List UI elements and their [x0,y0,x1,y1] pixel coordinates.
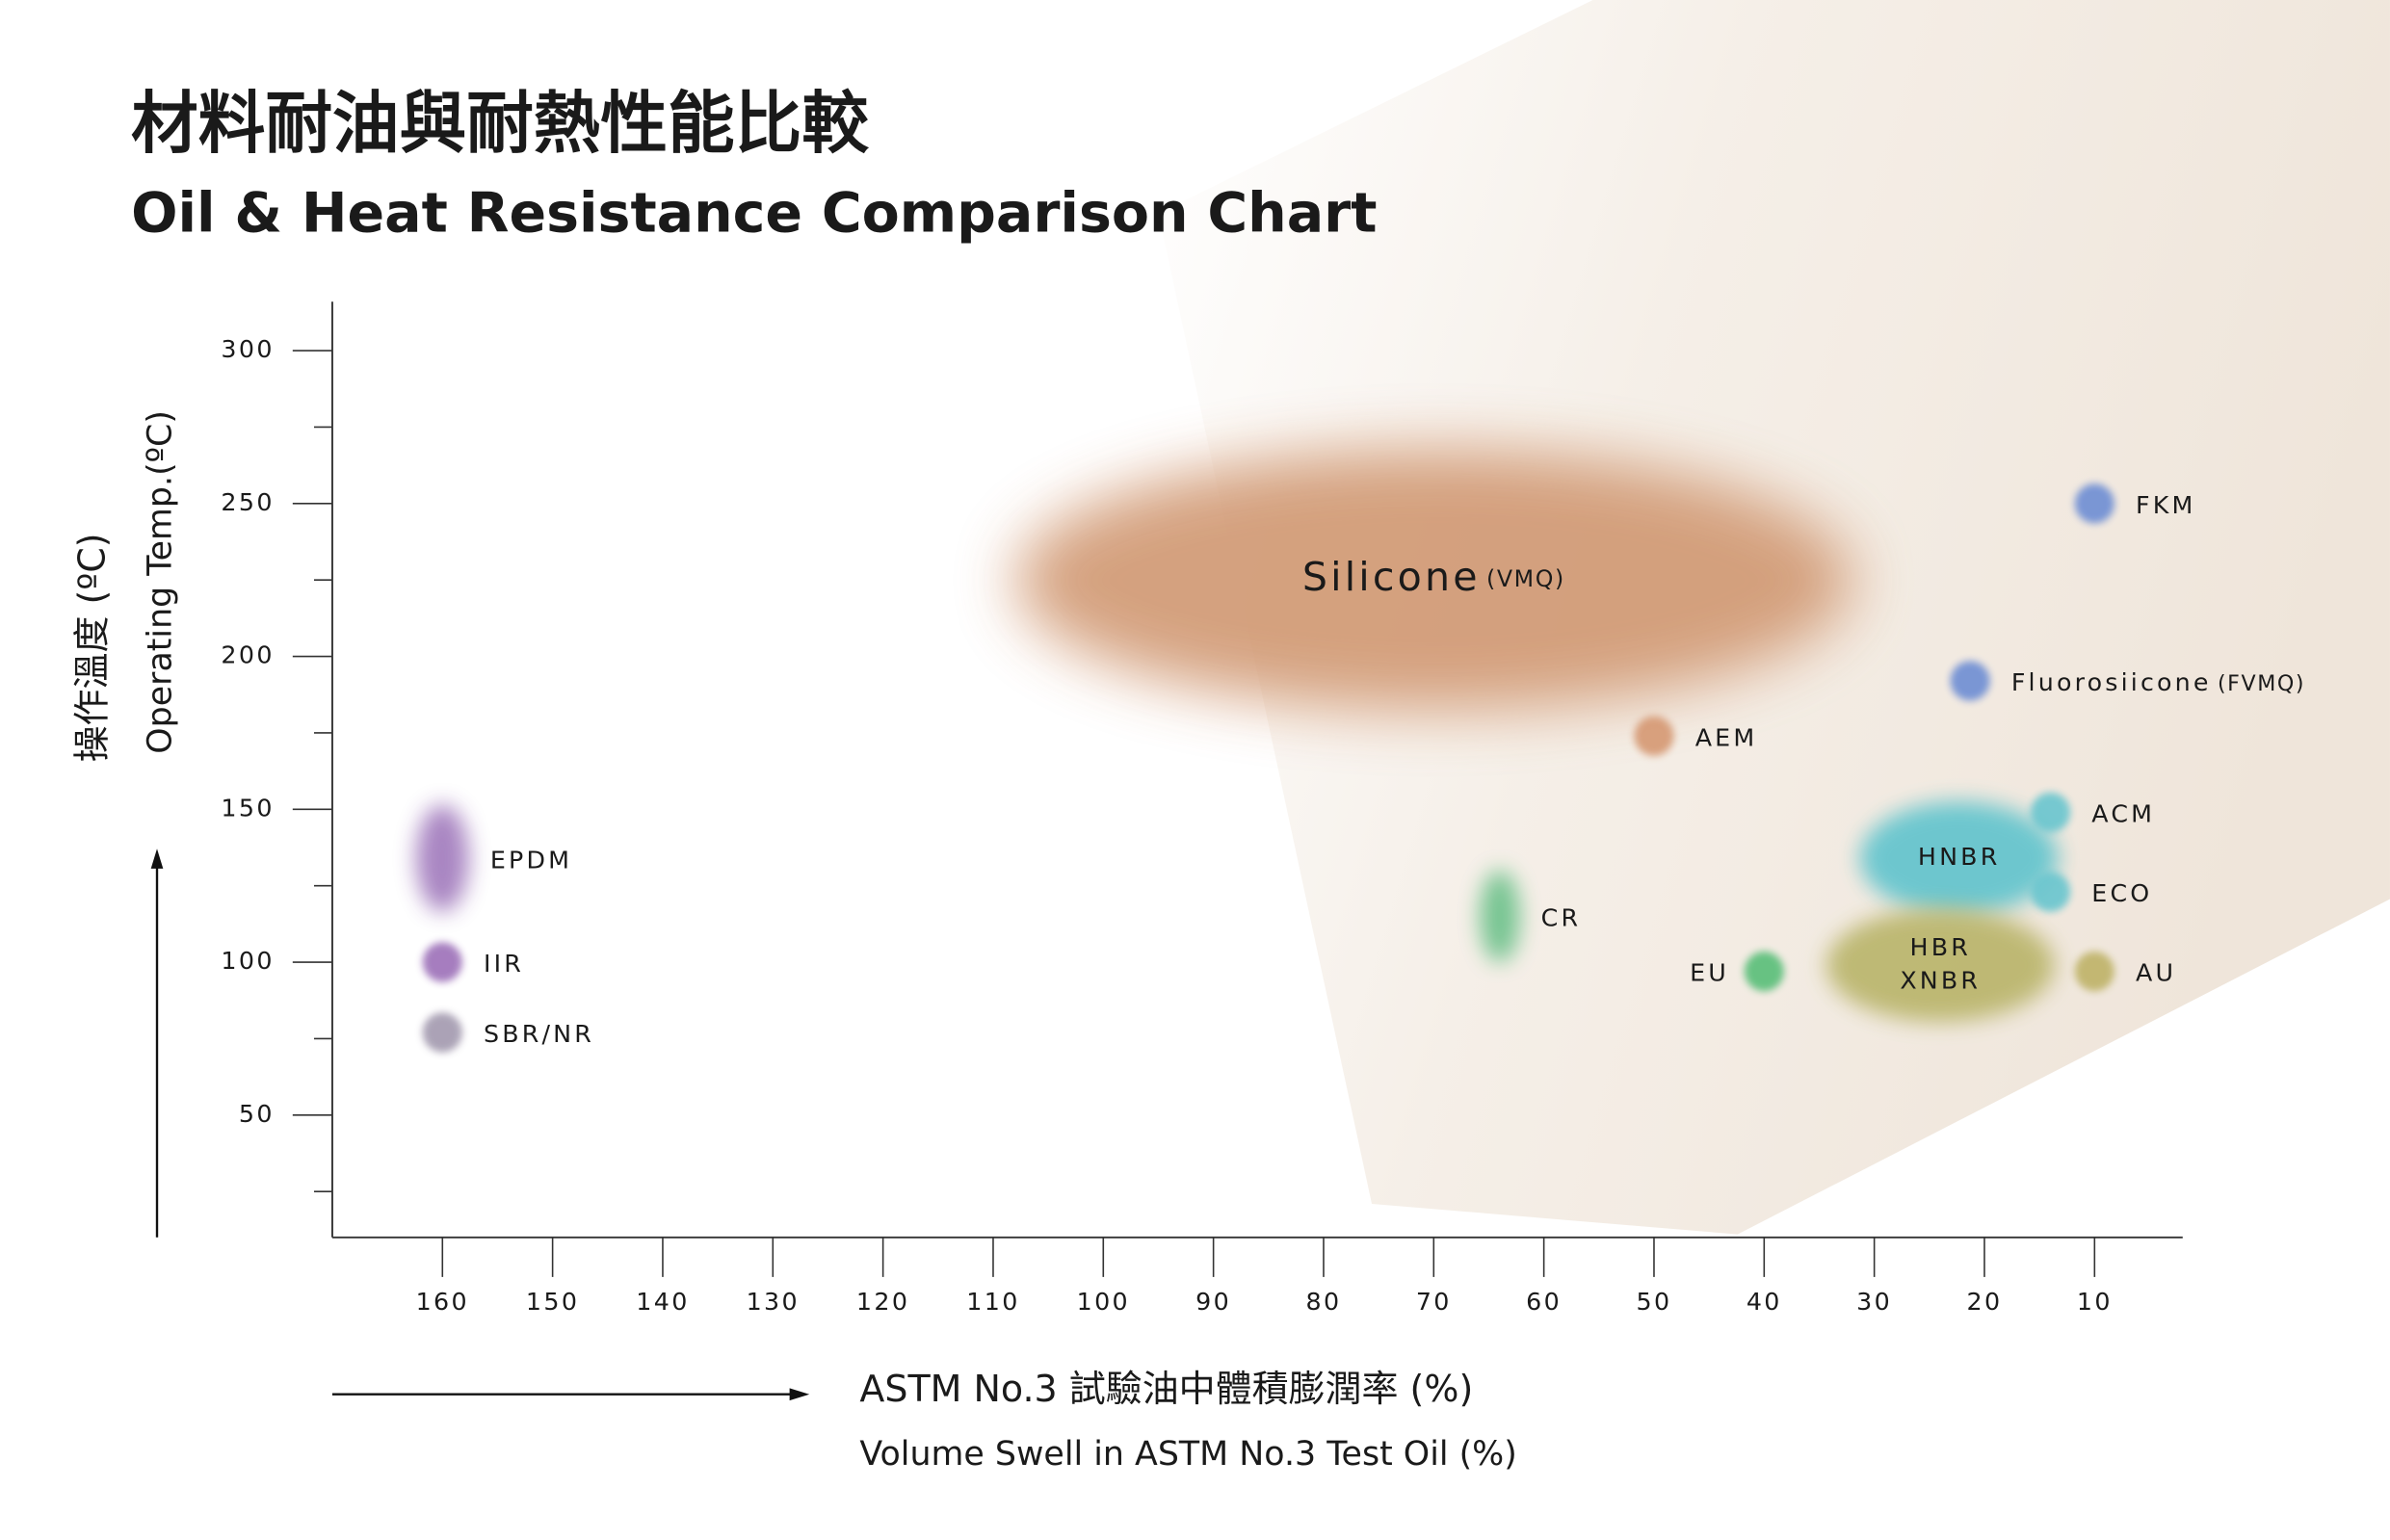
material-blob [1014,450,1852,711]
material-name: ACM [2091,800,2155,828]
x-tick-label: 140 [636,1288,689,1316]
material-name: AEM [1695,723,1758,751]
x-tick-label: 150 [526,1288,579,1316]
material-label: SBR/NR [484,1020,594,1048]
y-tick-label: 150 [221,794,274,822]
x-tick-label: 10 [2077,1288,2113,1316]
title: 材料耐油與耐熱性能比較 [131,85,869,163]
material-name: AU [2136,959,2176,987]
material-label: AU [2136,959,2176,987]
material-blob [2031,872,2071,912]
y-tick-label: 100 [221,947,274,975]
material-code: (FVMQ) [2218,671,2305,696]
x-tick-label: 90 [1195,1288,1231,1316]
material-name: HNBR [1918,843,2001,871]
material-blob [1950,661,1990,701]
material-blob [2031,792,2071,833]
material-blob [2074,483,2114,524]
x-tick-label: 130 [747,1288,800,1316]
material-name: CR [1541,904,1582,932]
material-blob [2074,951,2114,992]
x-arrow-head [789,1388,810,1401]
material-label: EU [1690,959,1729,987]
material-blob [1744,951,1784,992]
material-name: Fluorosiicone [2011,668,2212,696]
material-label: AEM [1695,723,1758,751]
material-blob [1480,870,1520,963]
x-tick-label: 100 [1077,1288,1130,1316]
material-blob [1825,908,2055,1022]
material-label: XNBR [1900,967,1981,995]
material-label: FKM [2136,491,2195,519]
material-label: Fluorosiicone (FVMQ) [2011,668,2305,696]
y-arrow-head [150,848,164,869]
x-tick-label: 160 [416,1288,469,1316]
x-tick-label: 60 [1526,1288,1562,1316]
material-label: IIR [484,950,524,978]
x-tick-label: 20 [1967,1288,2003,1316]
x-tick-label: 70 [1416,1288,1452,1316]
material-blob [422,942,462,982]
material-label: Silicone (VMQ) [1302,554,1565,600]
y-tick-label: 300 [221,335,274,363]
material-label: EPDM [490,846,572,874]
x-axis-title: ASTM No.3 試驗油中體積膨潤率 (%) [859,1368,1473,1410]
x-tick-label: 120 [856,1288,909,1316]
material-label: HNBR [1918,843,2001,871]
material-label: ACM [2091,800,2155,828]
material-label: CR [1541,904,1582,932]
material-name: Silicone [1302,554,1481,600]
material-name: FKM [2136,491,2195,519]
x-tick-label: 40 [1747,1288,1782,1316]
y-tick-label: 250 [221,488,274,516]
material-name: ECO [2091,879,2152,907]
material-blob [415,804,469,912]
x-axis-title-en: Volume Swell in ASTM No.3 Test Oil (%) [859,1435,1516,1474]
y-tick-label: 200 [221,641,274,669]
material-label: ECO [2091,879,2152,907]
x-tick-label: 50 [1637,1288,1672,1316]
x-tick-label: 30 [1856,1288,1892,1316]
y-axis-title-en: Operating Temp.(ºC) [142,410,180,754]
material-name: SBR/NR [484,1020,594,1048]
material-name: EU [1690,959,1729,987]
material-blob [1859,801,2059,915]
material-blob [422,1012,462,1053]
material-name: EPDM [490,846,572,874]
y-tick-label: 50 [239,1100,275,1128]
material-code: (VMQ) [1486,565,1565,592]
y-axis-title: 操作溫度 (ºC) [71,533,114,762]
material-blob [1634,716,1674,756]
material-name: IIR [484,950,524,978]
x-tick-label: 110 [966,1288,1019,1316]
x-tick-label: 80 [1306,1288,1342,1316]
material-label: HBR [1910,933,1971,961]
subtitle: Oil & Heat Resistance Comparison Chart [131,181,1377,245]
